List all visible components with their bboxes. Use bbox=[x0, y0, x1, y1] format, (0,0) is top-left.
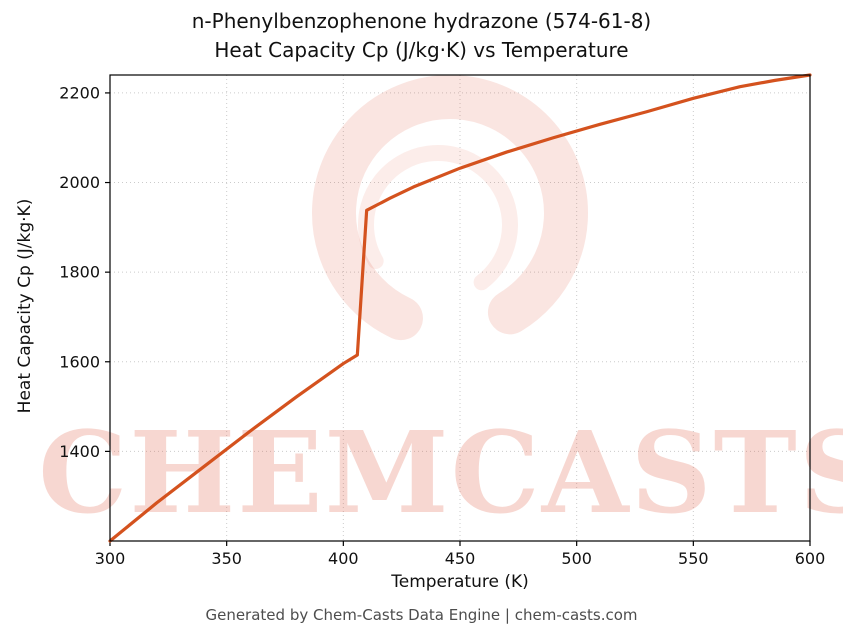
x-tick-label: 350 bbox=[211, 549, 242, 568]
y-tick-label: 1600 bbox=[59, 352, 100, 371]
y-axis-label: Heat Capacity Cp (J/kg·K) bbox=[15, 198, 35, 414]
watermark-swirl-inner bbox=[358, 145, 518, 305]
x-tick-label: 600 bbox=[795, 549, 826, 568]
x-tick-label: 450 bbox=[445, 549, 476, 568]
data-line-cp bbox=[108, 73, 812, 543]
footer-credit: Generated by Chem-Casts Data Engine | ch… bbox=[205, 606, 638, 624]
chart-subtitle: Heat Capacity Cp (J/kg·K) vs Temperature bbox=[214, 38, 629, 62]
x-tick-label: 400 bbox=[328, 549, 359, 568]
y-tick-label: 1400 bbox=[59, 442, 100, 461]
watermark-swirl bbox=[312, 75, 588, 351]
x-tick-label: 300 bbox=[95, 549, 126, 568]
watermark-text: CHEMCASTS bbox=[38, 408, 843, 539]
plot-border bbox=[109, 74, 811, 542]
x-tick-label: 550 bbox=[678, 549, 709, 568]
y-tick-label: 2000 bbox=[59, 173, 100, 192]
y-tick-label: 2200 bbox=[59, 83, 100, 102]
chart-title: n-Phenylbenzophenone hydrazone (574-61-8… bbox=[191, 9, 652, 33]
x-tick-label: 500 bbox=[561, 549, 592, 568]
y-tick-label: 1800 bbox=[59, 263, 100, 282]
x-axis-label: Temperature (K) bbox=[391, 572, 529, 592]
